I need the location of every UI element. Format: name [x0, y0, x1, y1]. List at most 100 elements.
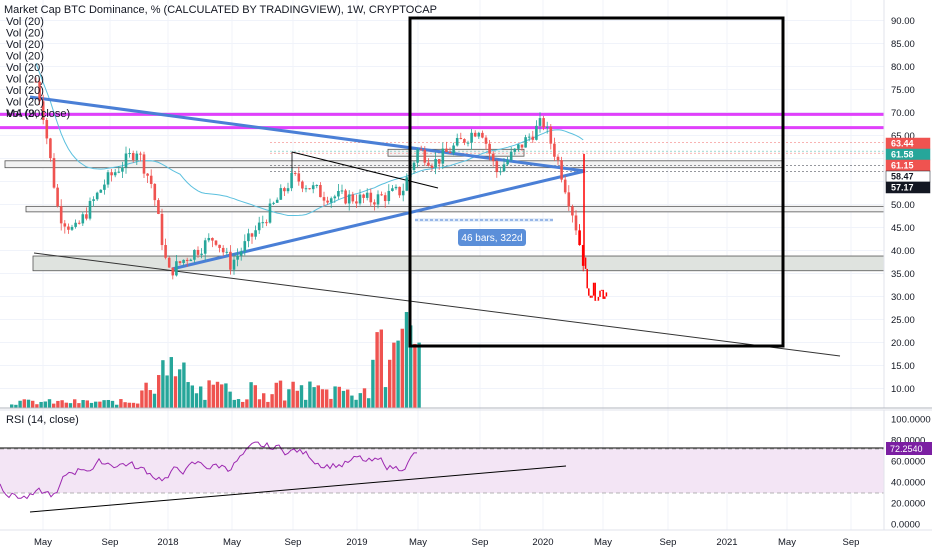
candle-body [542, 118, 545, 128]
volume-bar [354, 399, 358, 408]
candle-body [178, 261, 182, 263]
trendline[interactable] [33, 252, 841, 357]
candle-body [268, 203, 272, 223]
annotation-box[interactable] [408, 16, 785, 348]
candle-body [164, 245, 167, 258]
volume-bar [241, 401, 245, 408]
volume-bar [77, 403, 81, 408]
price-tick-label: 70.00 [891, 108, 915, 119]
price-tick-label: 30.00 [891, 292, 915, 303]
price-tick-label: 75.00 [891, 85, 915, 96]
candle-body [535, 125, 538, 140]
candle-body [171, 267, 175, 276]
candle-body [103, 184, 106, 190]
candle-body [221, 247, 225, 253]
volume-bar [102, 400, 106, 408]
candle-body [41, 101, 45, 120]
candle-body [85, 214, 88, 219]
volume-bar [26, 399, 31, 408]
candle-body [466, 142, 470, 144]
price-zone[interactable] [25, 205, 885, 213]
candle-body [308, 188, 311, 190]
rsi-trendline[interactable] [29, 465, 567, 513]
candle-body [160, 213, 164, 246]
price-zone[interactable] [4, 160, 783, 169]
volume-legend: Vol (20)Vol (20)Vol (20)Vol (20)Vol (20)… [6, 16, 44, 120]
candle-body [419, 149, 423, 151]
candle-body [211, 237, 214, 241]
price-tick-label: 40.00 [891, 246, 915, 257]
volume-bar [341, 390, 346, 408]
volume-bar [278, 380, 283, 408]
time-tick-label: May [778, 537, 796, 548]
candle-body [398, 186, 401, 196]
price-tag-value: 58.47 [891, 172, 914, 182]
candle-body [196, 249, 200, 255]
volume-bar [299, 385, 304, 408]
time-tick-label: Sep [102, 537, 119, 548]
volume-bar [140, 390, 144, 408]
volume-bar [52, 403, 56, 408]
volume-bar [215, 381, 220, 408]
candle-body [218, 244, 221, 248]
candle-body [520, 144, 524, 148]
volume-bar [346, 389, 350, 408]
volume-bar [245, 399, 249, 408]
volume-bar [413, 343, 417, 408]
candle-body [434, 159, 437, 168]
volume-bar [274, 382, 278, 408]
volume-bar [115, 404, 119, 408]
volume-bar [224, 383, 228, 408]
volume-bar [94, 401, 98, 408]
bars-range-measure[interactable]: 46 bars, 322d [415, 218, 553, 246]
volume-bar [295, 390, 299, 408]
price-tick-label: 85.00 [891, 39, 915, 50]
rsi-axis[interactable]: 100.0000 80.0000 60.0000 40.0000 20.0000 0.00… [891, 415, 931, 531]
volume-legend-item: Vol (20) [6, 85, 44, 97]
rsi-value: 72.2540 [890, 444, 923, 454]
candle-body [70, 226, 74, 230]
trendline[interactable] [291, 151, 439, 189]
candle-body [319, 185, 322, 198]
candle-body [135, 153, 139, 160]
price-tag-value: 61.15 [891, 161, 914, 171]
volume-bar [266, 401, 270, 408]
candle-body [142, 154, 146, 174]
candle-body [473, 132, 477, 137]
volume-bar [262, 393, 266, 408]
volume-bar [190, 385, 194, 408]
time-tick-label: May [223, 537, 241, 548]
candle-body [394, 186, 398, 189]
candle-body [452, 145, 455, 154]
candle-body [459, 137, 463, 140]
price-tick-label: 15.00 [891, 361, 915, 372]
volume-bar [56, 400, 60, 408]
candle-body [250, 233, 254, 237]
rsi-pane[interactable]: RSI (14, close) 100.0000 80.0000 60.0000 40… [0, 410, 932, 531]
candle-body [333, 196, 337, 199]
time-axis[interactable]: May Sep 2018 May Sep 2019 May Sep 2020 May Sep 2021… [34, 537, 859, 548]
candle-body [88, 200, 92, 219]
volume-bar [396, 340, 400, 408]
candle-body [182, 259, 185, 263]
time-tick-label: Sep [285, 537, 302, 548]
candle-body [376, 194, 380, 205]
candle-body [513, 148, 517, 152]
price-axis[interactable]: 90.0085.0080.0075.0070.0065.0060.0055.00… [891, 16, 915, 395]
candle-body [139, 153, 142, 155]
rsi-value-tag [886, 442, 932, 455]
volume-bar [312, 387, 316, 408]
candle-body [488, 143, 491, 154]
candle-body [49, 138, 52, 159]
candle-body [131, 153, 135, 160]
candle-body [344, 190, 347, 204]
volume-bar [375, 332, 379, 408]
price-zone[interactable] [32, 255, 885, 272]
candle-body [265, 222, 268, 224]
volume-bar [35, 404, 39, 408]
volume-bar [39, 401, 43, 408]
candle-body [448, 152, 452, 154]
rsi-tick-label: 80.0000 [891, 436, 925, 447]
rsi-line [0, 441, 417, 500]
